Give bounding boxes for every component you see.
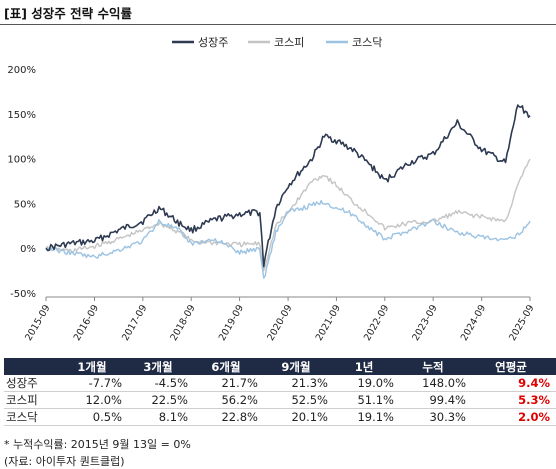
table-header-cell: 3개월	[128, 358, 194, 375]
table-header-cell: 누적	[400, 358, 472, 375]
x-tick-label: 2022-09	[362, 303, 391, 343]
table-cell: 99.4%	[400, 391, 472, 409]
y-tick-label: 50%	[14, 199, 36, 210]
x-tick-label: 2024-09	[459, 303, 488, 343]
y-tick-label: 150%	[7, 110, 36, 121]
table-cell: 30.3%	[400, 408, 472, 426]
page-title: [표] 성장주 전략 수익률	[4, 6, 132, 21]
series-line-growth	[45, 104, 531, 268]
x-tick-label: 2016-09	[72, 303, 101, 343]
x-tick-label: 2018-09	[168, 303, 197, 343]
table-row-kosdaq: 코스닥 0.5% 8.1% 22.8% 20.1% 19.1% 30.3% 2.…	[4, 408, 556, 426]
x-tick-label: 2021-09	[314, 303, 343, 343]
legend-label: 코스닥	[352, 36, 382, 49]
y-tick-label: 100%	[7, 155, 36, 166]
table-cell: 22.8%	[194, 408, 264, 426]
table-cell: 52.5%	[264, 391, 334, 409]
y-tick-label: 0%	[20, 244, 36, 255]
row-label: 코스닥	[4, 408, 62, 426]
table-cell: 22.5%	[128, 391, 194, 409]
table-header-cell: 연평균	[472, 358, 556, 375]
table-cell: 21.7%	[194, 375, 264, 392]
legend-label: 성장주	[198, 36, 228, 49]
table-cell: 56.2%	[194, 391, 264, 409]
series-line-kosdaq	[45, 199, 531, 279]
annual-return-cell: 5.3%	[472, 391, 556, 409]
table-header-cell: 6개월	[194, 358, 264, 375]
x-tick-label: 2015-09	[23, 303, 52, 343]
x-tick-label: 2017-09	[120, 303, 149, 343]
table-row-kospi: 코스피 12.0% 22.5% 56.2% 52.5% 51.1% 99.4% …	[4, 391, 556, 409]
table-cell: 19.0%	[334, 375, 400, 392]
table-row-growth: 성장주 -7.7% -4.5% 21.7% 21.3% 19.0% 148.0%…	[4, 375, 556, 392]
returns-line-chart: -50% 0% 50% 100% 150% 200% 2015-09 2016-09 2017-…	[7, 36, 536, 343]
table-cell: -7.7%	[62, 375, 128, 392]
y-tick-label: -50%	[10, 289, 36, 300]
table-cell: 20.1%	[264, 408, 334, 426]
table-cell: 0.5%	[62, 408, 128, 426]
table-header-cell: 1개월	[62, 358, 128, 375]
title-divider	[0, 24, 556, 25]
table-cell: 8.1%	[128, 408, 194, 426]
legend-label: 코스피	[274, 36, 304, 49]
table-cell: 51.1%	[334, 391, 400, 409]
x-tick-label: 2019-09	[217, 303, 246, 343]
row-label: 성장주	[4, 375, 62, 392]
table-cell: 148.0%	[400, 375, 472, 392]
annual-return-cell: 9.4%	[472, 375, 556, 392]
footnote-cumulative: * 누적수익률: 2015년 9월 13일 = 0%	[4, 438, 191, 451]
series-line-kospi	[45, 158, 531, 272]
returns-table: 1개월 3개월 6개월 9개월 1년 누적 연평균 성장주 -7.7% -4.5…	[4, 358, 556, 426]
table-cell: -4.5%	[128, 375, 194, 392]
x-tick-label: 2025-09	[507, 303, 536, 343]
table-cell: 12.0%	[62, 391, 128, 409]
table-cell: 19.1%	[334, 408, 400, 426]
annual-return-cell: 2.0%	[472, 408, 556, 426]
table-cell: 21.3%	[264, 375, 334, 392]
table-header-cell: 1년	[334, 358, 400, 375]
footnote-source: (자료: 아이투자 퀀트클럽)	[4, 455, 125, 468]
table-header-row: 1개월 3개월 6개월 9개월 1년 누적 연평균	[4, 358, 556, 375]
x-tick-label: 2020-09	[265, 303, 294, 343]
y-tick-label: 200%	[7, 65, 36, 76]
x-tick-label: 2023-09	[410, 303, 439, 343]
table-header-cell: 9개월	[264, 358, 334, 375]
table-header-cell	[4, 358, 62, 375]
row-label: 코스피	[4, 391, 62, 409]
